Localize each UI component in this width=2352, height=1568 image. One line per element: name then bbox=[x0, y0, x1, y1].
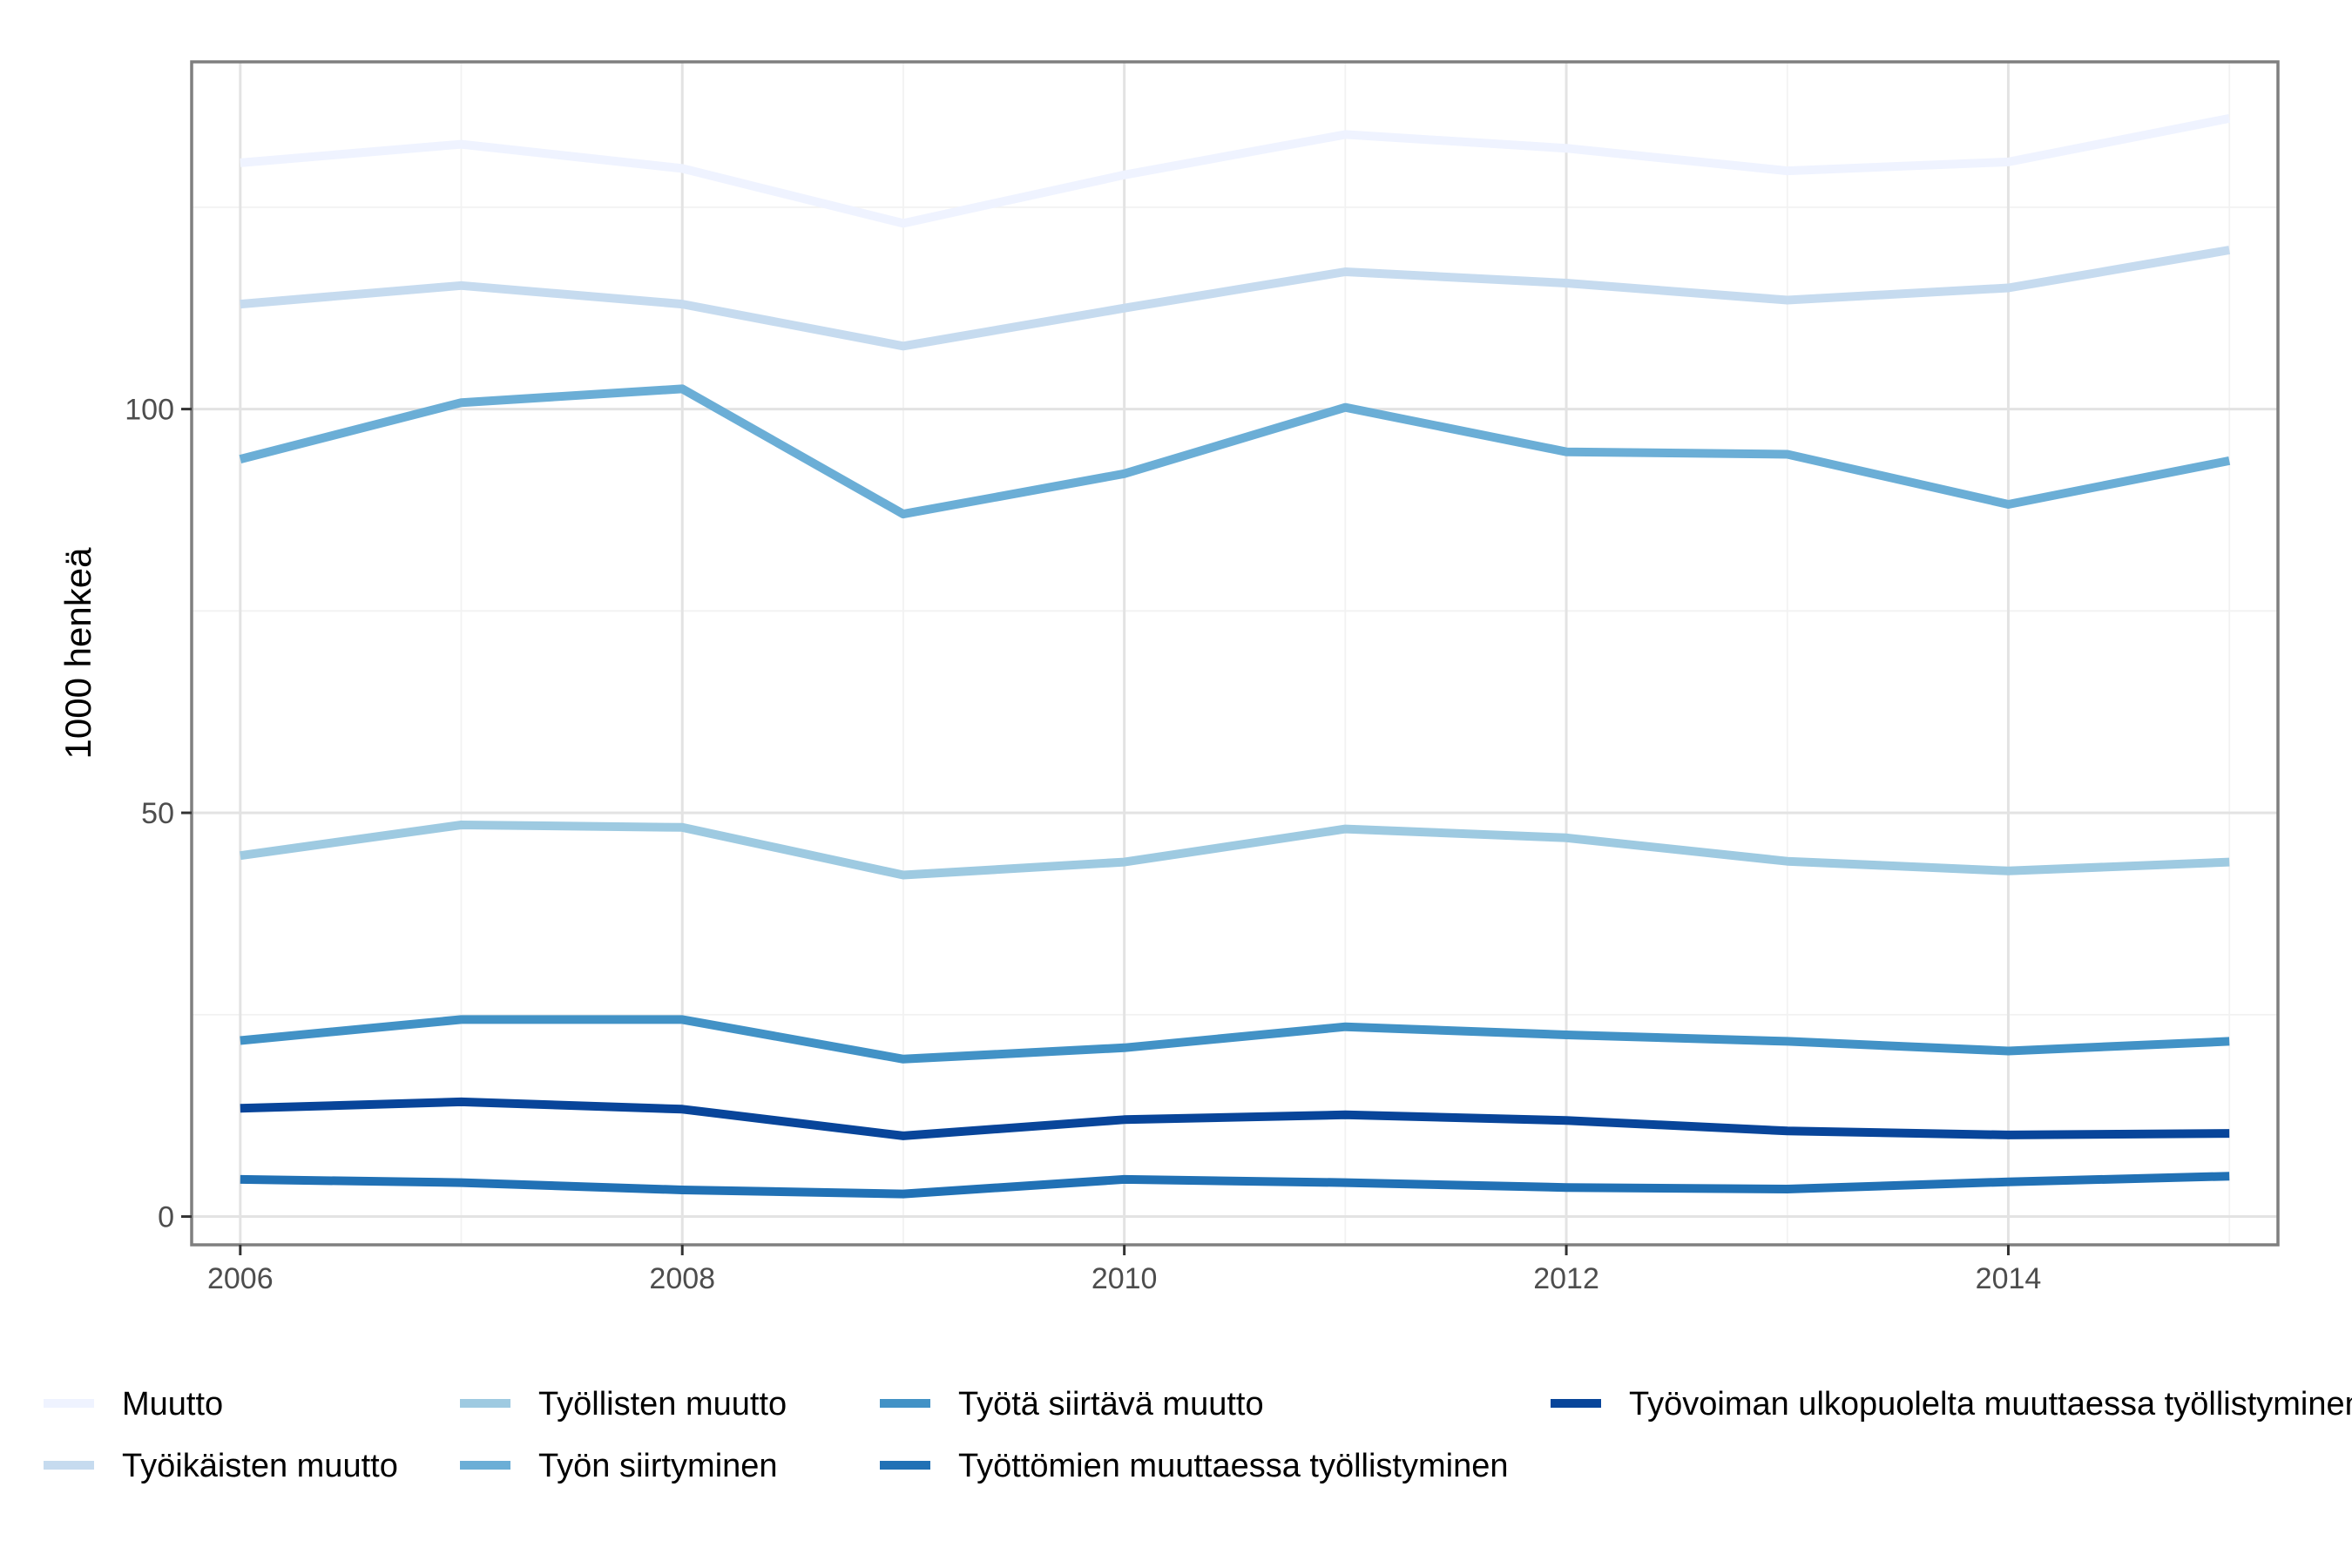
legend-label: Muutto bbox=[122, 1386, 223, 1423]
legend: Muutto Työikäisten muutto Työllisten muutt… bbox=[44, 1386, 2352, 1484]
legend-label: Työttömien muuttaessa työllistyminen bbox=[958, 1448, 1509, 1484]
legend-item: Muutto bbox=[44, 1386, 223, 1423]
plot-panel-background bbox=[192, 62, 2278, 1245]
series-line-2 bbox=[240, 246, 2231, 351]
legend-item: Työikäisten muutto bbox=[44, 1448, 398, 1484]
legend-label: Työvoiman ulkopuolelta muuttaessa työlli… bbox=[1629, 1386, 2352, 1423]
legend-item: Työtä siirtävä muutto bbox=[880, 1386, 1264, 1423]
legend-label: Työtä siirtävä muutto bbox=[958, 1386, 1264, 1423]
x-tick-label: 2010 bbox=[1092, 1262, 1158, 1295]
series-lines bbox=[239, 113, 2231, 1199]
legend-label: Työn siirtyminen bbox=[538, 1448, 778, 1484]
legend-label: Työikäisten muutto bbox=[122, 1448, 398, 1484]
series-line-4 bbox=[239, 384, 2231, 519]
x-tick-label: 2012 bbox=[1533, 1262, 1599, 1295]
axes: 2006 2008 2010 2012 2014 0 50 100 bbox=[125, 394, 2041, 1295]
x-tick-label: 2008 bbox=[649, 1262, 715, 1295]
legend-item: Työllisten muutto bbox=[460, 1386, 787, 1423]
y-tick-label: 100 bbox=[125, 394, 174, 427]
series-line-7 bbox=[240, 1097, 2230, 1140]
y-tick-label: 0 bbox=[158, 1201, 174, 1234]
legend-item: Työttömien muuttaessa työllistyminen bbox=[880, 1448, 1509, 1484]
y-axis-title: 1000 henkeä bbox=[57, 547, 98, 760]
legend-item: Työvoiman ulkopuolelta muuttaessa työlli… bbox=[1551, 1386, 2352, 1423]
x-tick-label: 2006 bbox=[207, 1262, 274, 1295]
y-tick-label: 50 bbox=[141, 797, 174, 830]
series-line-5 bbox=[240, 1015, 2230, 1064]
legend-label: Työllisten muutto bbox=[538, 1386, 787, 1423]
series-line-6 bbox=[240, 1172, 2230, 1199]
x-tick-label: 2014 bbox=[1976, 1262, 2042, 1295]
series-line-1 bbox=[240, 113, 2231, 228]
legend-item: Työn siirtyminen bbox=[460, 1448, 778, 1484]
plot-panel-border bbox=[190, 60, 2280, 1247]
series-line-3 bbox=[240, 821, 2230, 880]
